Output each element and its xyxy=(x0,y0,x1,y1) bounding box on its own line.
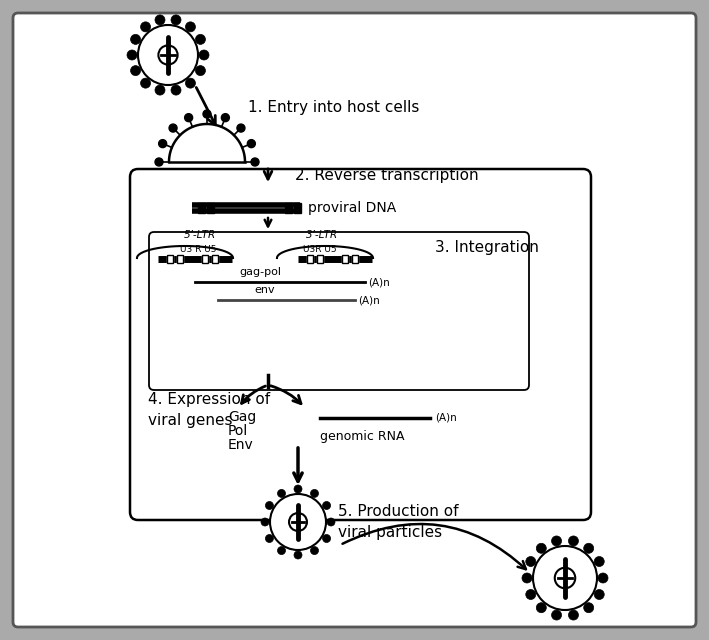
Bar xyxy=(167,255,173,263)
FancyBboxPatch shape xyxy=(130,169,591,520)
Circle shape xyxy=(536,603,547,612)
Text: proviral DNA: proviral DNA xyxy=(308,201,396,215)
Bar xyxy=(285,203,292,213)
Circle shape xyxy=(265,534,274,543)
Circle shape xyxy=(270,494,326,550)
Circle shape xyxy=(584,543,593,554)
Text: U3R U5: U3R U5 xyxy=(303,244,337,253)
Bar xyxy=(317,255,323,263)
Circle shape xyxy=(569,610,579,620)
Circle shape xyxy=(196,35,206,44)
Circle shape xyxy=(265,502,274,509)
Circle shape xyxy=(199,50,209,60)
Circle shape xyxy=(251,158,259,166)
Circle shape xyxy=(186,22,196,32)
Text: 5’-LTR: 5’-LTR xyxy=(184,230,216,240)
Text: 1. Entry into host cells: 1. Entry into host cells xyxy=(248,99,420,115)
Text: Gag: Gag xyxy=(228,410,256,424)
Circle shape xyxy=(159,140,167,148)
Circle shape xyxy=(552,536,562,546)
Text: 4. Expression of
viral genes: 4. Expression of viral genes xyxy=(148,392,270,428)
Circle shape xyxy=(127,50,137,60)
Circle shape xyxy=(130,35,140,44)
Circle shape xyxy=(536,543,547,554)
Circle shape xyxy=(155,85,165,95)
Bar xyxy=(202,255,208,263)
Circle shape xyxy=(169,124,177,132)
FancyBboxPatch shape xyxy=(13,13,696,627)
Circle shape xyxy=(171,15,181,25)
Circle shape xyxy=(594,557,604,566)
Circle shape xyxy=(327,518,335,526)
Bar xyxy=(202,255,208,263)
Circle shape xyxy=(155,15,165,25)
Circle shape xyxy=(247,140,255,148)
Circle shape xyxy=(552,610,562,620)
Circle shape xyxy=(323,502,330,509)
Circle shape xyxy=(203,110,211,118)
Circle shape xyxy=(140,78,150,88)
Bar xyxy=(207,203,214,213)
Circle shape xyxy=(533,546,597,610)
Circle shape xyxy=(155,158,163,166)
Text: U3 R U5: U3 R U5 xyxy=(180,244,216,253)
Circle shape xyxy=(261,518,269,526)
Bar xyxy=(177,255,183,263)
Bar xyxy=(167,255,173,263)
Circle shape xyxy=(294,485,302,493)
Circle shape xyxy=(598,573,608,583)
Bar xyxy=(198,203,205,213)
Bar xyxy=(307,255,313,263)
Circle shape xyxy=(569,536,579,546)
Circle shape xyxy=(526,589,536,600)
Circle shape xyxy=(138,25,198,85)
Bar xyxy=(352,255,358,263)
Circle shape xyxy=(237,124,245,132)
Bar xyxy=(342,255,348,263)
Circle shape xyxy=(584,603,593,612)
Bar xyxy=(212,255,218,263)
Circle shape xyxy=(277,490,286,497)
Circle shape xyxy=(294,551,302,559)
Bar xyxy=(352,255,358,263)
Text: genomic RNA: genomic RNA xyxy=(320,430,405,443)
Bar xyxy=(317,255,323,263)
Text: Env: Env xyxy=(228,438,254,452)
Text: 3’-LTR: 3’-LTR xyxy=(306,230,338,240)
Circle shape xyxy=(311,490,318,497)
Text: 3. Integration: 3. Integration xyxy=(435,239,539,255)
Circle shape xyxy=(140,22,150,32)
Bar xyxy=(177,255,183,263)
Circle shape xyxy=(130,66,140,76)
Circle shape xyxy=(594,589,604,600)
Text: (A)n: (A)n xyxy=(358,295,380,305)
Text: 2. Reverse transcription: 2. Reverse transcription xyxy=(295,168,479,182)
Circle shape xyxy=(171,85,181,95)
Circle shape xyxy=(323,534,330,543)
FancyBboxPatch shape xyxy=(149,232,529,390)
Circle shape xyxy=(277,547,286,555)
Circle shape xyxy=(526,557,536,566)
Circle shape xyxy=(186,78,196,88)
Circle shape xyxy=(196,66,206,76)
Circle shape xyxy=(311,547,318,555)
Text: 5. Production of
viral particles: 5. Production of viral particles xyxy=(338,504,459,540)
Text: Pol: Pol xyxy=(228,424,248,438)
Text: (A)n: (A)n xyxy=(435,413,457,423)
Circle shape xyxy=(221,114,230,122)
Bar xyxy=(307,255,313,263)
Circle shape xyxy=(184,114,193,122)
Bar xyxy=(342,255,348,263)
Bar xyxy=(294,203,301,213)
Text: gag-pol: gag-pol xyxy=(239,267,281,277)
Text: (A)n: (A)n xyxy=(368,277,390,287)
Circle shape xyxy=(522,573,532,583)
Text: env: env xyxy=(255,285,275,295)
Bar xyxy=(212,255,218,263)
